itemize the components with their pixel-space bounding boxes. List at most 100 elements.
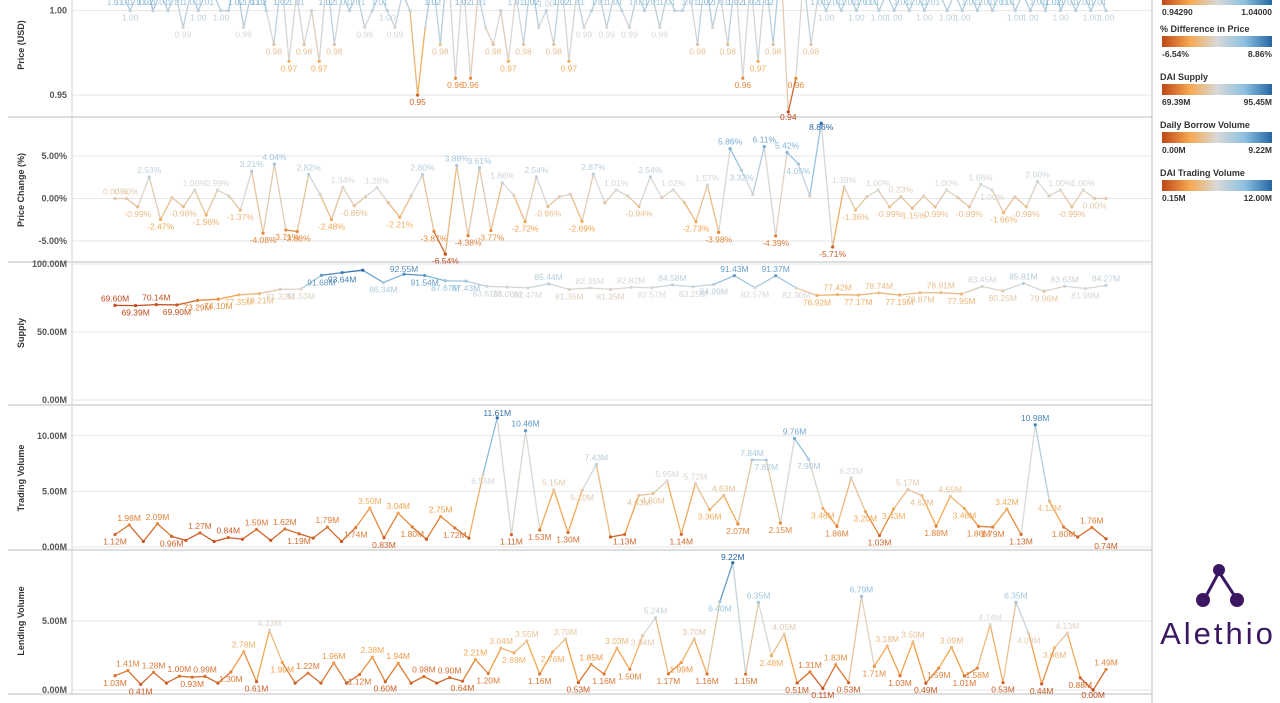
data-point[interactable] <box>899 194 903 199</box>
data-point[interactable] <box>658 25 662 30</box>
data-point[interactable] <box>332 42 336 47</box>
data-point[interactable] <box>615 646 619 650</box>
data-point[interactable] <box>226 9 231 13</box>
data-point[interactable] <box>443 279 447 283</box>
data-point[interactable] <box>310 9 314 13</box>
data-point[interactable] <box>1104 667 1108 672</box>
data-point[interactable] <box>1047 499 1051 503</box>
data-point[interactable] <box>195 298 200 302</box>
data-point[interactable] <box>435 681 439 685</box>
data-point[interactable] <box>352 204 356 208</box>
data-point[interactable] <box>443 252 447 256</box>
data-point[interactable] <box>876 188 880 192</box>
data-point[interactable] <box>625 194 630 198</box>
data-point[interactable] <box>670 283 675 287</box>
data-point[interactable] <box>1001 289 1005 293</box>
data-point[interactable] <box>682 201 687 205</box>
data-point[interactable] <box>499 9 503 13</box>
data-point[interactable] <box>1036 179 1040 184</box>
data-point[interactable] <box>751 192 755 196</box>
data-point[interactable] <box>637 204 641 209</box>
data-point[interactable] <box>306 671 310 675</box>
data-point[interactable] <box>552 42 556 47</box>
data-point[interactable] <box>774 234 778 238</box>
data-point[interactable] <box>261 231 265 235</box>
data-point[interactable] <box>357 672 362 677</box>
data-point[interactable] <box>796 162 801 166</box>
data-point[interactable] <box>673 9 677 13</box>
data-point[interactable] <box>544 9 548 13</box>
data-point[interactable] <box>295 229 299 234</box>
data-point[interactable] <box>580 219 584 223</box>
data-point[interactable] <box>846 681 851 685</box>
data-point[interactable] <box>589 662 593 667</box>
data-point[interactable] <box>318 192 322 196</box>
data-point[interactable] <box>695 42 700 47</box>
data-point[interactable] <box>778 521 782 525</box>
data-point[interactable] <box>368 506 372 510</box>
data-point[interactable] <box>254 527 259 531</box>
data-point[interactable] <box>580 488 584 492</box>
data-point[interactable] <box>741 76 745 80</box>
data-point[interactable] <box>567 59 571 63</box>
data-point[interactable] <box>512 651 516 655</box>
data-point[interactable] <box>922 9 927 13</box>
data-point[interactable] <box>679 532 683 536</box>
data-point[interactable] <box>242 650 246 654</box>
data-point[interactable] <box>842 185 846 189</box>
data-point[interactable] <box>887 205 892 209</box>
data-point[interactable] <box>1013 9 1017 13</box>
data-point[interactable] <box>293 681 297 685</box>
data-point[interactable] <box>708 508 712 512</box>
data-point[interactable] <box>956 196 960 200</box>
data-point[interactable] <box>212 539 216 544</box>
data-point[interactable] <box>959 292 964 296</box>
data-point[interactable] <box>491 42 495 47</box>
data-point[interactable] <box>1014 600 1018 604</box>
data-point[interactable] <box>653 616 658 620</box>
data-point[interactable] <box>815 293 819 297</box>
data-point[interactable] <box>287 59 291 63</box>
data-point[interactable] <box>1090 525 1094 530</box>
data-point[interactable] <box>423 25 427 30</box>
data-point[interactable] <box>1074 9 1078 13</box>
data-point[interactable] <box>582 25 586 30</box>
data-point[interactable] <box>1013 195 1017 199</box>
data-point[interactable] <box>486 671 490 676</box>
data-point[interactable] <box>782 632 786 636</box>
data-point[interactable] <box>464 279 468 283</box>
data-point[interactable] <box>410 525 414 529</box>
data-point[interactable] <box>175 303 179 307</box>
data-point[interactable] <box>934 524 938 528</box>
data-point[interactable] <box>1001 681 1005 685</box>
data-point[interactable] <box>764 458 768 462</box>
data-point[interactable] <box>438 42 442 47</box>
data-point[interactable] <box>526 286 530 290</box>
data-point[interactable] <box>415 93 420 97</box>
data-point[interactable] <box>113 196 117 201</box>
data-point[interactable] <box>637 493 641 498</box>
data-point[interactable] <box>409 194 413 198</box>
data-point[interactable] <box>227 194 231 198</box>
data-point[interactable] <box>666 672 671 676</box>
data-point[interactable] <box>307 172 311 177</box>
data-point[interactable] <box>627 25 632 30</box>
data-point[interactable] <box>736 522 740 526</box>
data-point[interactable] <box>345 681 349 685</box>
data-point[interactable] <box>937 666 941 670</box>
data-point[interactable] <box>538 672 542 676</box>
data-point[interactable] <box>254 679 259 684</box>
data-point[interactable] <box>512 193 516 197</box>
data-point[interactable] <box>113 303 117 307</box>
data-point[interactable] <box>576 681 580 685</box>
data-point[interactable] <box>229 670 233 674</box>
data-point[interactable] <box>455 163 459 168</box>
data-point[interactable] <box>1104 196 1108 201</box>
data-point[interactable] <box>332 661 336 665</box>
data-point[interactable] <box>505 285 509 289</box>
data-point[interactable] <box>756 59 760 63</box>
data-point[interactable] <box>753 286 757 290</box>
data-point[interactable] <box>1104 537 1108 541</box>
data-point[interactable] <box>1104 283 1108 287</box>
data-point[interactable] <box>283 527 287 531</box>
